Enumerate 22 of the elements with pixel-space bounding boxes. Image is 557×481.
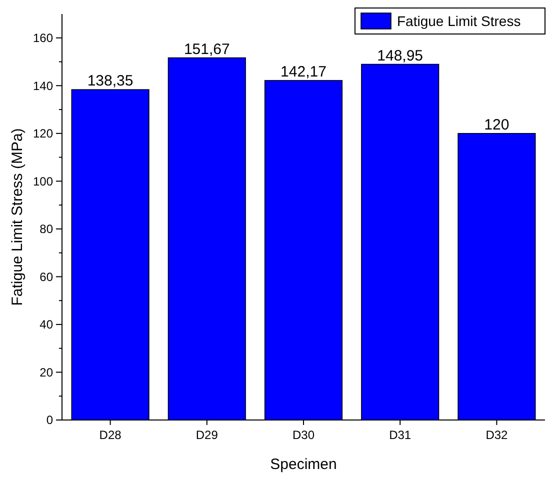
y-tick-label: 100: [32, 174, 54, 188]
data-label: 151,67: [184, 40, 230, 58]
y-tick-label: 160: [32, 31, 54, 46]
y-tick-label: 0: [46, 413, 54, 428]
x-tick-label: D30: [292, 428, 315, 442]
legend-label: Fatigue Limit Stress: [397, 12, 521, 29]
y-tick-label: 120: [32, 126, 54, 141]
y-tick-label: 80: [40, 222, 54, 236]
x-tick-label: D31: [389, 428, 412, 442]
data-label: 148,95: [377, 47, 424, 64]
y-tick-label: 140: [32, 78, 54, 93]
x-tick-label: D32: [486, 428, 508, 442]
y-axis-title: Fatigue Limit Stress (MPa): [9, 128, 26, 306]
y-tick-label: 40: [40, 318, 54, 332]
y-tick-label: 60: [40, 270, 54, 284]
data-label: 138,35: [87, 72, 134, 90]
y-tick-label: 20: [40, 365, 54, 380]
x-tick-label: D29: [196, 428, 218, 442]
x-axis-title: Specimen: [270, 456, 337, 473]
x-tick-label: D28: [99, 428, 122, 442]
data-label: 142,17: [280, 63, 326, 80]
data-label: 120: [484, 116, 510, 134]
